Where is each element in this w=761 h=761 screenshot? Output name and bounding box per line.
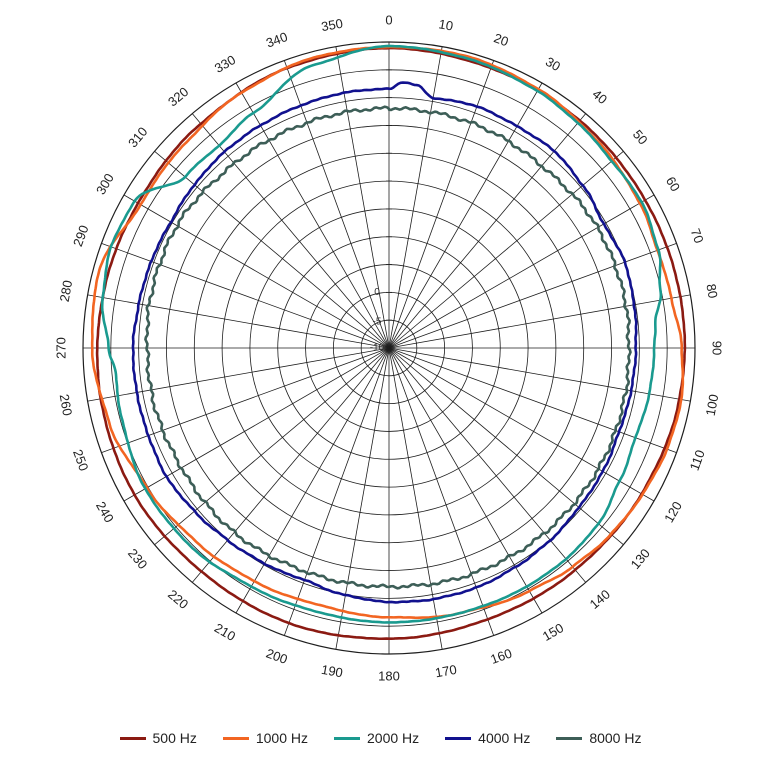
grid-spoke bbox=[192, 347, 390, 583]
angle-label-260: 260 bbox=[57, 393, 76, 417]
grid-spoke bbox=[388, 347, 586, 583]
angle-label-300: 300 bbox=[93, 171, 117, 197]
grid-spoke bbox=[388, 347, 443, 650]
series-curve-4000-hz bbox=[131, 81, 638, 604]
legend-item: 1000 Hz bbox=[222, 730, 309, 746]
legend-label: 8000 Hz bbox=[589, 730, 642, 746]
ring-label: 0 bbox=[374, 287, 380, 298]
angle-label-120: 120 bbox=[661, 499, 685, 525]
legend-swatch bbox=[334, 736, 361, 740]
angle-label-200: 200 bbox=[264, 645, 290, 667]
legend-item: 2000 Hz bbox=[334, 730, 419, 746]
grid-spoke bbox=[388, 347, 677, 454]
grid-spoke bbox=[123, 347, 390, 502]
grid-spoke bbox=[388, 347, 624, 545]
angle-label-30: 30 bbox=[543, 54, 563, 74]
grid-spoke bbox=[283, 60, 390, 349]
grid-spoke bbox=[235, 347, 390, 614]
legend-item: 8000 Hz bbox=[556, 730, 641, 746]
grid-spoke bbox=[388, 347, 495, 636]
series-curves bbox=[90, 44, 687, 641]
angle-label-20: 20 bbox=[492, 30, 511, 49]
angle-label-50: 50 bbox=[630, 127, 651, 148]
ring-label: -10 bbox=[370, 343, 385, 354]
angle-label-210: 210 bbox=[212, 620, 238, 644]
angle-label-100: 100 bbox=[703, 393, 722, 417]
angle-label-250: 250 bbox=[70, 447, 92, 473]
angle-label-160: 160 bbox=[488, 645, 514, 667]
grid-spoke bbox=[388, 347, 543, 614]
ring-label: -5 bbox=[373, 317, 382, 328]
angle-label-180: 180 bbox=[378, 669, 400, 684]
grid-spoke bbox=[335, 46, 390, 349]
grid-spoke bbox=[388, 46, 443, 349]
angle-label-190: 190 bbox=[320, 662, 344, 681]
grid-spoke bbox=[388, 82, 543, 349]
angle-label-90: 90 bbox=[710, 341, 725, 355]
grid-spoke bbox=[388, 347, 655, 502]
angle-label-230: 230 bbox=[125, 546, 150, 572]
grid-spoke bbox=[388, 151, 624, 349]
grid-spoke bbox=[154, 151, 390, 349]
angle-label-0: 0 bbox=[385, 13, 392, 28]
angle-label-140: 140 bbox=[587, 587, 613, 612]
grid-spoke bbox=[388, 194, 655, 349]
grid-spoke bbox=[388, 294, 691, 349]
angle-label-130: 130 bbox=[628, 546, 653, 572]
series-curve-1000-hz bbox=[90, 45, 685, 620]
grid-spoke bbox=[101, 242, 390, 349]
angle-label-330: 330 bbox=[212, 52, 238, 76]
angle-label-280: 280 bbox=[57, 279, 76, 303]
grid-spoke bbox=[283, 347, 390, 636]
legend-swatch bbox=[445, 736, 472, 740]
polar-grid bbox=[82, 41, 696, 655]
angle-label-70: 70 bbox=[688, 226, 707, 245]
legend-label: 500 Hz bbox=[152, 730, 197, 746]
angle-label-340: 340 bbox=[264, 29, 290, 51]
angle-label-290: 290 bbox=[70, 223, 92, 249]
angle-label-60: 60 bbox=[663, 174, 683, 194]
grid-spoke bbox=[235, 82, 390, 349]
grid-spoke bbox=[335, 347, 390, 650]
angle-label-150: 150 bbox=[540, 620, 566, 644]
grid-spoke bbox=[388, 347, 691, 402]
legend-item: 4000 Hz bbox=[445, 730, 530, 746]
grid-spoke bbox=[388, 60, 495, 349]
grid-spoke bbox=[101, 347, 390, 454]
grid-spoke bbox=[388, 113, 586, 349]
angle-label-350: 350 bbox=[320, 16, 344, 35]
polar-plot: 0 10 20 30 40 50 60 70 80 90 100 110 120 130 140 150 160… bbox=[54, 13, 725, 684]
legend-swatch bbox=[119, 736, 146, 740]
legend-item: 500 Hz bbox=[119, 730, 197, 746]
legend-label: 2000 Hz bbox=[367, 730, 420, 746]
grid-spoke bbox=[123, 194, 390, 349]
angle-label-240: 240 bbox=[93, 499, 117, 525]
angle-label-320: 320 bbox=[165, 84, 191, 109]
angle-label-40: 40 bbox=[589, 86, 610, 107]
grid-spoke bbox=[154, 347, 390, 545]
series-curve-8000-hz bbox=[144, 105, 632, 590]
angle-label-170: 170 bbox=[434, 662, 458, 681]
angle-label-310: 310 bbox=[125, 124, 150, 150]
angle-label-110: 110 bbox=[687, 448, 708, 473]
angle-label-220: 220 bbox=[165, 587, 191, 612]
legend-label: 1000 Hz bbox=[255, 730, 309, 746]
legend-swatch bbox=[556, 736, 583, 740]
legend-label: 4000 Hz bbox=[478, 730, 531, 746]
angle-label-80: 80 bbox=[703, 283, 720, 300]
angle-label-270: 270 bbox=[54, 337, 69, 359]
legend: 500 Hz 1000 Hz 2000 Hz 4000 Hz 8000 Hz bbox=[0, 730, 761, 746]
series-curve-2000-hz bbox=[100, 44, 663, 624]
grid-spoke bbox=[388, 242, 677, 349]
series-curve-500-hz bbox=[95, 46, 687, 641]
legend-swatch bbox=[222, 736, 249, 740]
angle-label-10: 10 bbox=[438, 16, 455, 33]
